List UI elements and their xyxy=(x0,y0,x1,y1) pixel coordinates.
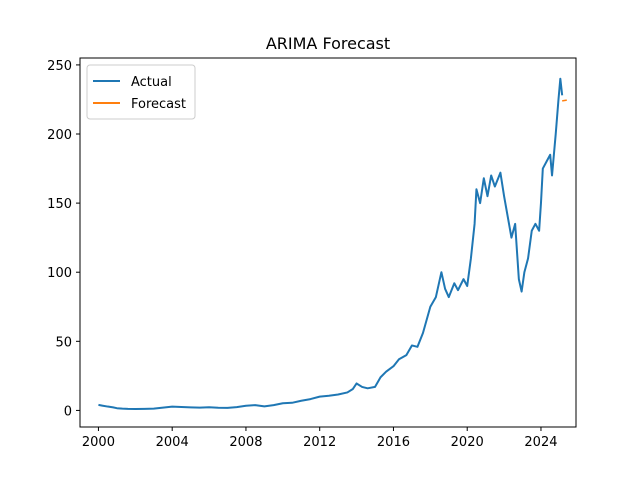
x-tick-label: 2008 xyxy=(229,435,262,450)
axes-frame xyxy=(79,57,577,428)
legend-label-forecast: Forecast xyxy=(131,97,186,112)
legend-label-actual: Actual xyxy=(131,75,172,90)
y-tick-label: 200 xyxy=(47,128,72,143)
axes: 2000 2004 2008 2012 2016 2020 2024 0 50 100 150 200… xyxy=(47,57,577,450)
chart-title: ARIMA Forecast xyxy=(266,34,390,53)
x-tick-label: 2024 xyxy=(524,435,557,450)
legend: Actual Forecast xyxy=(86,64,196,120)
x-tick-label: 2012 xyxy=(303,435,336,450)
x-tick-label: 2004 xyxy=(156,435,189,450)
plot-area xyxy=(98,77,567,411)
legend-box xyxy=(86,64,196,120)
y-tick-label: 0 xyxy=(64,404,72,419)
x-tick-label: 2000 xyxy=(82,435,115,450)
series-line-actual xyxy=(98,77,564,411)
y-tick-label: 150 xyxy=(47,197,72,212)
y-tick-label: 100 xyxy=(47,266,72,281)
x-tick-label: 2020 xyxy=(451,435,484,450)
x-tick-label: 2016 xyxy=(377,435,410,450)
series-line-forecast xyxy=(562,99,567,102)
y-tick-label: 250 xyxy=(47,59,72,74)
y-tick-label: 50 xyxy=(55,335,72,350)
